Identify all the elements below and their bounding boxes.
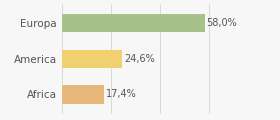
Bar	[62, 14, 204, 32]
Text: 58,0%: 58,0%	[206, 18, 237, 28]
Bar	[62, 50, 122, 68]
Bar	[62, 85, 104, 104]
Text: 17,4%: 17,4%	[106, 89, 137, 99]
Text: 24,6%: 24,6%	[124, 54, 155, 64]
